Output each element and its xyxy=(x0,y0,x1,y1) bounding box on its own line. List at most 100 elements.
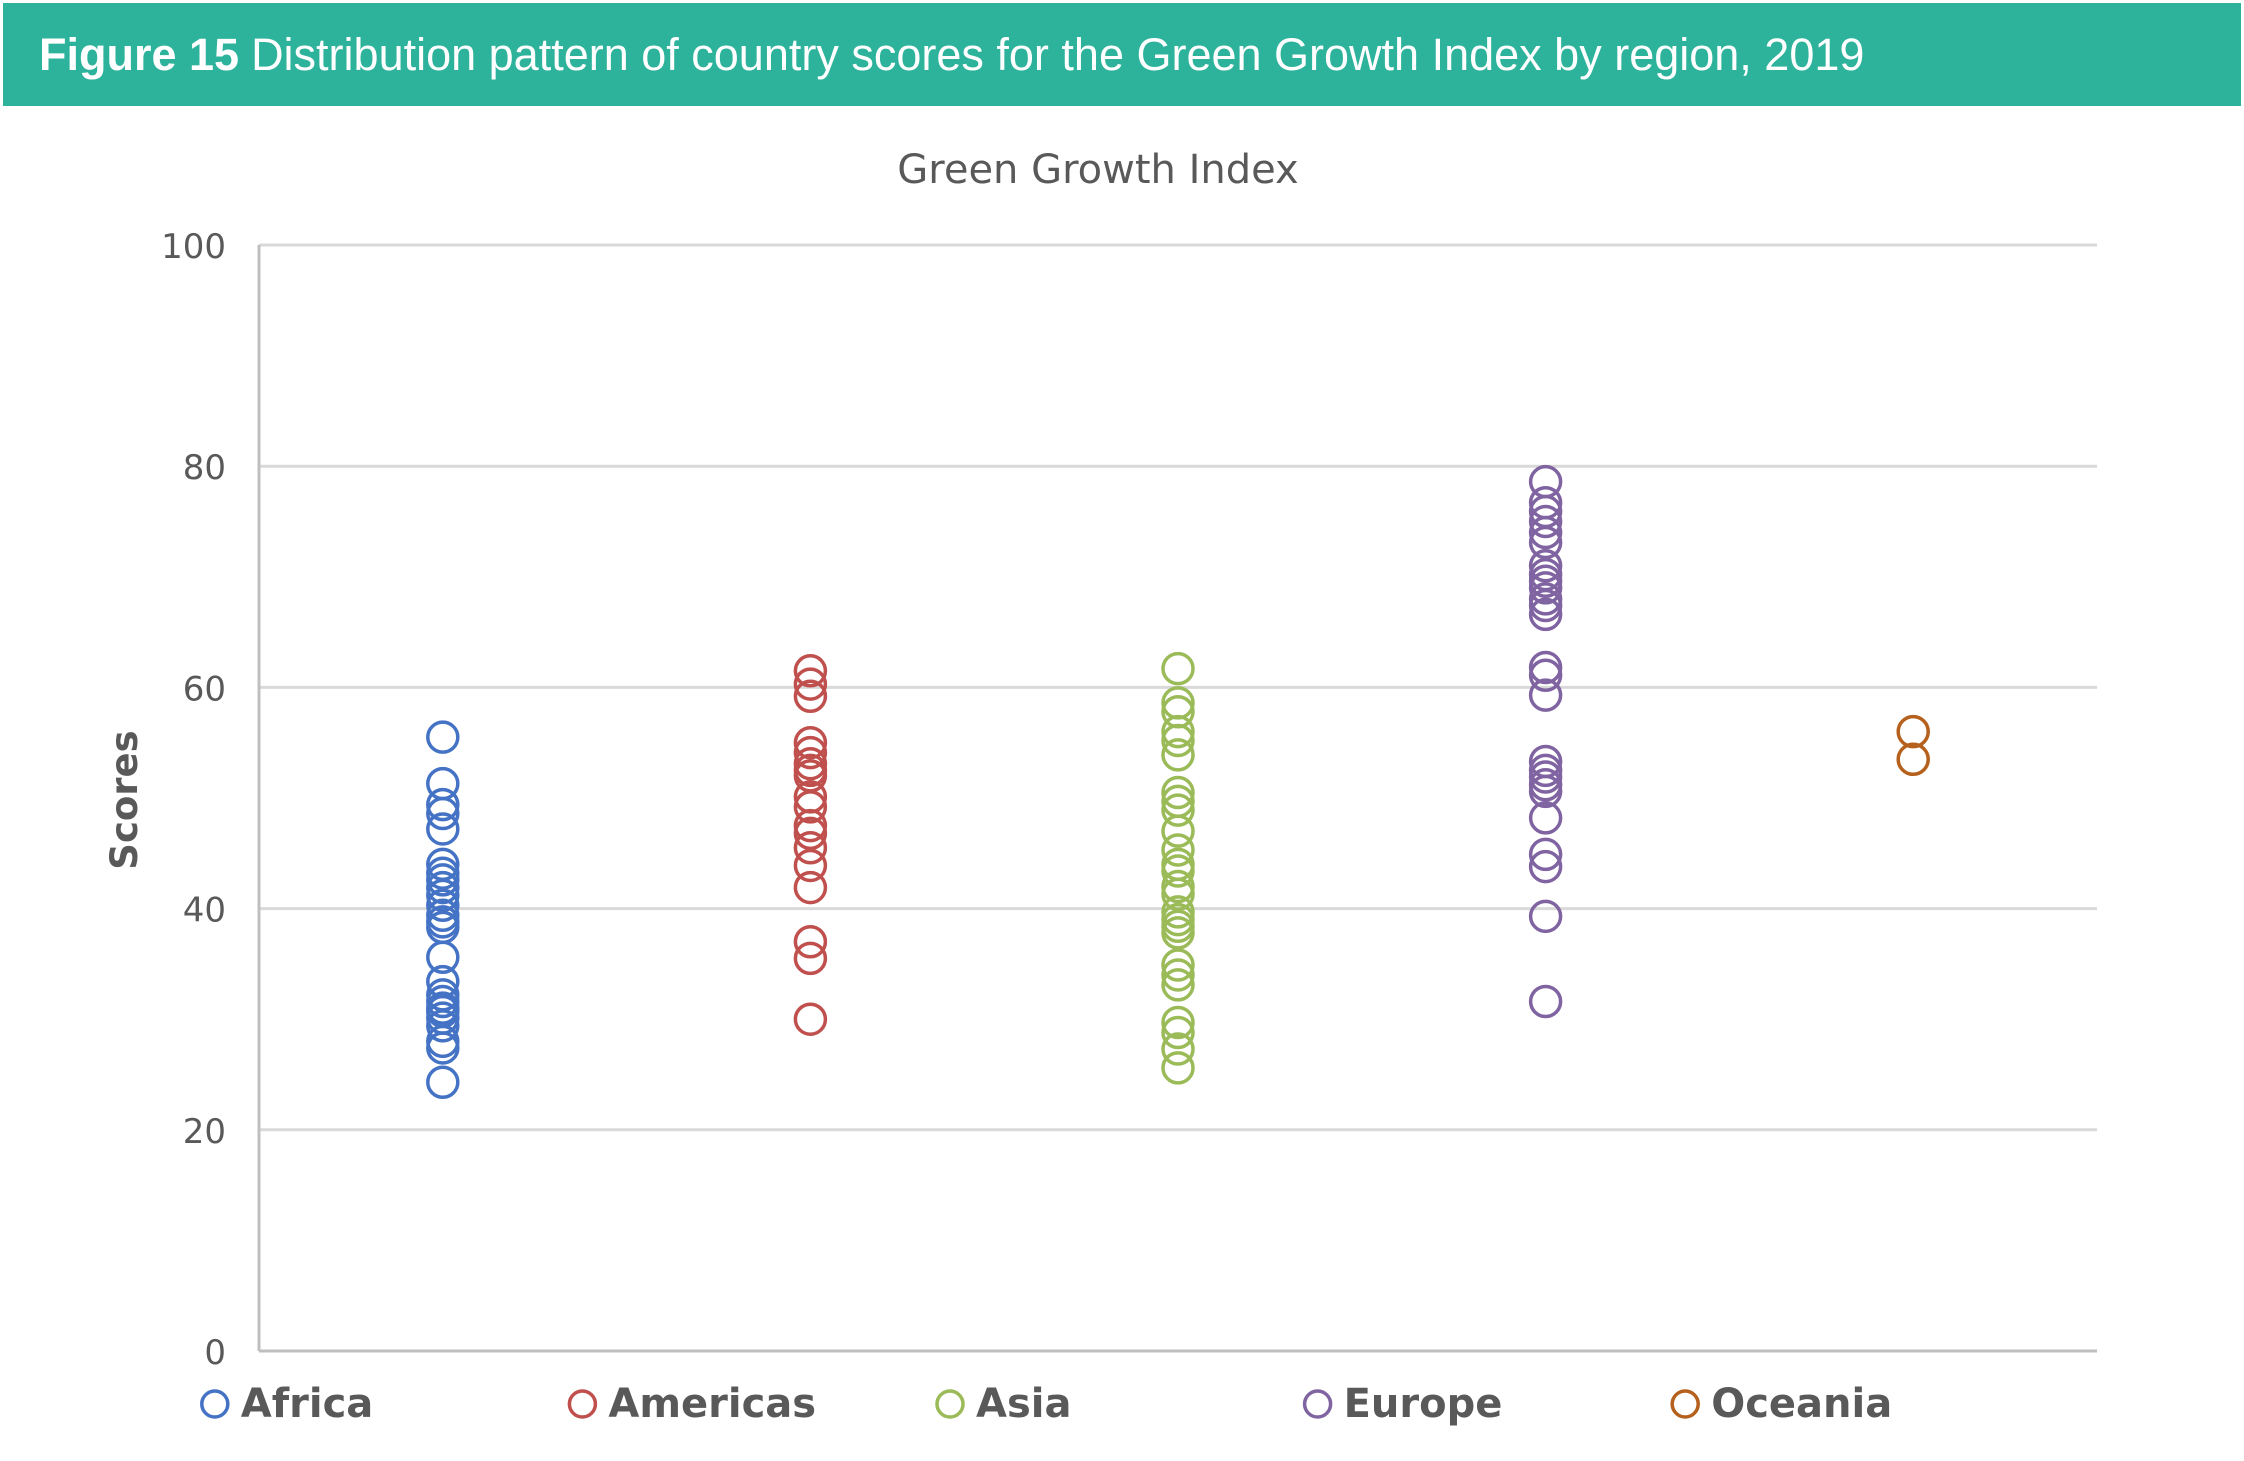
data-point xyxy=(1528,588,1563,623)
legend-label: Asia xyxy=(976,1381,1071,1427)
y-tick-label: 20 xyxy=(183,1112,226,1152)
data-point xyxy=(1528,597,1563,632)
legend-marker xyxy=(935,1389,965,1419)
data-point xyxy=(1528,899,1563,934)
chart: Green Growth Index 0 20 40 60 80 100 Scores A… xyxy=(103,147,2097,1427)
data-point xyxy=(1528,984,1563,1019)
data-point xyxy=(1896,714,1930,749)
data-point xyxy=(1161,1032,1195,1066)
data-point xyxy=(1161,651,1195,686)
data-point xyxy=(426,1009,460,1043)
data-point xyxy=(1528,515,1563,550)
data-point xyxy=(1528,525,1563,560)
data-point xyxy=(1161,714,1195,749)
data-point xyxy=(1161,775,1195,810)
data-point xyxy=(1528,678,1563,712)
y-tick-label: 60 xyxy=(183,669,226,709)
data-point xyxy=(1528,849,1563,884)
legend-marker xyxy=(567,1389,598,1419)
data-point xyxy=(793,667,828,701)
data-point xyxy=(793,1002,828,1036)
data-point xyxy=(426,878,460,913)
data-point xyxy=(1161,968,1195,1002)
data-point xyxy=(1161,916,1195,950)
legend-item-africa: Africa xyxy=(200,1381,373,1427)
data-point xyxy=(793,831,828,865)
legend-item-europe: Europe xyxy=(1302,1381,1503,1427)
data-point xyxy=(793,925,828,959)
data-point xyxy=(1161,895,1195,929)
data-point xyxy=(793,808,828,843)
data-point xyxy=(1161,814,1195,848)
data-point xyxy=(1528,760,1563,794)
data-point xyxy=(426,863,460,897)
data-point xyxy=(1896,742,1930,777)
y-tick-label: 40 xyxy=(183,891,226,931)
data-point xyxy=(1161,833,1195,867)
chart-title: Green Growth Index xyxy=(897,147,1298,193)
data-point xyxy=(793,941,828,976)
data-point xyxy=(1528,650,1563,685)
data-point xyxy=(426,1065,460,1099)
data-point xyxy=(1161,958,1195,992)
legend-label: Americas xyxy=(608,1381,816,1427)
data-point xyxy=(426,812,460,846)
data-point xyxy=(1161,948,1195,982)
data-point xyxy=(1161,1015,1195,1050)
data-point xyxy=(1161,738,1195,772)
data-points xyxy=(426,464,1930,1099)
y-axis-label: Scores xyxy=(103,730,146,869)
gridlines xyxy=(259,243,2097,1132)
data-point xyxy=(1161,854,1195,888)
legend-item-americas: Americas xyxy=(567,1381,816,1427)
data-point xyxy=(1528,504,1563,539)
data-point xyxy=(1161,793,1195,827)
legend-marker xyxy=(1670,1389,1700,1419)
y-tick-label: 0 xyxy=(204,1333,226,1373)
data-point xyxy=(426,796,460,831)
legend-label: Africa xyxy=(241,1381,373,1427)
data-point xyxy=(1161,1005,1195,1040)
legend-item-asia: Asia xyxy=(935,1381,1071,1427)
data-point xyxy=(1528,658,1563,692)
legend-item-oceania: Oceania xyxy=(1670,1381,1892,1427)
data-point xyxy=(793,790,828,824)
data-point xyxy=(793,725,828,760)
legend-marker xyxy=(1302,1389,1333,1419)
data-point xyxy=(426,720,460,754)
legend-label: Europe xyxy=(1344,1381,1503,1427)
data-point xyxy=(426,870,460,905)
data-point xyxy=(426,787,460,822)
data-point xyxy=(1161,869,1195,904)
legend-label: Oceania xyxy=(1711,1381,1892,1427)
data-point xyxy=(1161,877,1195,911)
data-point xyxy=(1528,801,1563,835)
figure-label: Figure 15 xyxy=(39,28,240,80)
data-point xyxy=(1528,774,1563,809)
y-tick-label: 100 xyxy=(161,227,226,267)
legend: Africa Americas Asia Europe Oceania xyxy=(200,1381,1892,1427)
series-asia xyxy=(1161,651,1195,1085)
series-oceania xyxy=(1896,714,1930,777)
series-africa xyxy=(426,720,460,1099)
data-point xyxy=(793,679,828,713)
legend-marker xyxy=(200,1389,230,1419)
data-point xyxy=(1161,1051,1195,1085)
data-point xyxy=(426,1031,460,1065)
series-europe xyxy=(1528,464,1563,1019)
data-point xyxy=(793,848,828,883)
data-point xyxy=(426,888,460,923)
data-point xyxy=(426,940,460,975)
data-point xyxy=(793,870,828,905)
data-point xyxy=(793,816,828,851)
data-point xyxy=(793,654,828,688)
data-point xyxy=(1528,548,1563,583)
figure-caption: Distribution pattern of country scores f… xyxy=(251,28,1865,80)
series-americas xyxy=(793,654,828,1036)
y-axis-ticks: 0 20 40 60 80 100 xyxy=(161,227,226,1373)
y-tick-label: 80 xyxy=(183,448,226,488)
data-point xyxy=(1528,571,1563,605)
figure-caption-banner: Figure 15 Distribution pattern of countr… xyxy=(3,3,2241,106)
data-point xyxy=(793,735,828,770)
data-point xyxy=(1161,723,1195,758)
